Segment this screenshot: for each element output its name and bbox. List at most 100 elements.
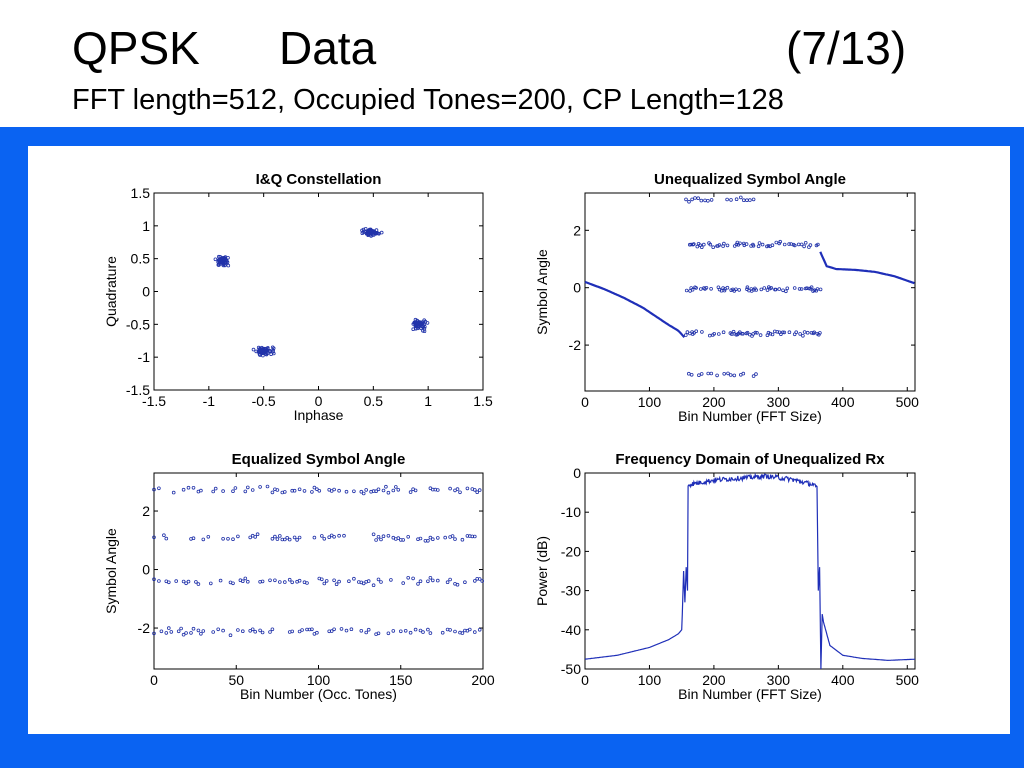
x-tick-label: -1.5: [142, 393, 166, 409]
symbol-point: [398, 629, 403, 634]
symbol-point: [305, 581, 309, 585]
symbol-point: [472, 630, 477, 634]
symbol-point: [189, 631, 193, 635]
symbol-point: [477, 627, 482, 632]
symbol-point: [186, 485, 191, 490]
symbol-point: [773, 287, 778, 292]
symbol-point: [426, 579, 430, 584]
symbol-point: [329, 629, 334, 633]
symbol-point: [802, 244, 806, 249]
plot-frame: [584, 192, 916, 392]
symbol-point: [430, 537, 435, 542]
symbol-point: [243, 489, 248, 494]
symbol-point: [697, 373, 701, 378]
symbol-point: [376, 487, 381, 492]
symbol-point: [798, 332, 802, 336]
y-tick-label: 0: [142, 284, 150, 300]
symbol-point: [213, 486, 218, 491]
x-tick-label: 0: [150, 672, 158, 688]
symbol-point: [253, 535, 258, 539]
y-tick-label: 0.5: [131, 251, 151, 267]
symbol-point: [756, 244, 761, 249]
symbol-point: [376, 631, 381, 636]
symbol-point: [287, 577, 292, 582]
plot-frame: [584, 472, 916, 670]
symbol-point: [443, 535, 448, 540]
symbol-point: [472, 488, 477, 492]
x-tick-label: 300: [767, 394, 791, 410]
symbol-point: [716, 332, 721, 336]
symbol-point: [721, 330, 726, 335]
y-tick-label: -0.5: [126, 316, 150, 332]
phase-curve-right: [819, 251, 915, 285]
iq-point: [264, 349, 269, 354]
x-tick-label: 300: [767, 672, 791, 688]
y-tick-label: 1.5: [131, 185, 151, 201]
symbol-point: [371, 532, 376, 537]
symbol-point: [201, 537, 206, 542]
symbol-point: [270, 490, 275, 495]
symbol-point: [725, 197, 729, 202]
y-tick-label: -40: [561, 622, 581, 638]
symbol-point: [751, 374, 756, 378]
iq-point: [223, 263, 227, 268]
plot-frame: [153, 192, 484, 391]
symbol-point: [759, 287, 764, 292]
symbol-point: [704, 286, 709, 290]
symbol-point: [699, 372, 704, 376]
symbol-point: [322, 581, 327, 586]
symbol-point: [312, 485, 317, 490]
iq-point: [425, 321, 430, 325]
symbol-point: [818, 331, 822, 335]
iq-point: [370, 231, 374, 235]
symbol-point: [458, 490, 462, 495]
symbol-point: [186, 579, 191, 584]
symbol-point: [297, 629, 302, 634]
symbol-point: [435, 536, 440, 540]
symbol-point: [781, 288, 785, 293]
symbol-point: [803, 241, 808, 245]
symbol-point: [802, 330, 807, 334]
symbol-point: [164, 631, 169, 635]
chart-iq: I&Q Constellation -1.5 -1 -0.5 0 0.5 1 1.5 -1.5 -…: [103, 171, 493, 423]
iq-point: [420, 320, 425, 324]
symbol-point: [686, 371, 691, 376]
symbol-point: [435, 488, 440, 492]
symbol-point: [808, 243, 813, 247]
symbol-point: [690, 197, 694, 202]
chart-title: I&Q Constellation: [256, 171, 382, 188]
symbol-point: [406, 575, 411, 580]
symbol-point: [339, 627, 344, 631]
symbol-point: [391, 488, 396, 493]
symbol-point: [221, 536, 225, 541]
symbol-point: [381, 488, 386, 493]
symbol-point: [282, 580, 287, 584]
symbol-point: [297, 535, 302, 540]
symbol-point: [465, 486, 470, 491]
iq-point: [217, 258, 222, 262]
symbol-point: [174, 579, 179, 583]
symbol-point: [191, 626, 196, 631]
symbol-point: [787, 242, 791, 246]
symbol-point: [152, 631, 156, 636]
x-tick-label: 1: [424, 393, 432, 409]
symbol-point: [428, 631, 433, 635]
symbol-point: [782, 330, 787, 335]
symbol-point: [152, 487, 156, 492]
x-tick-label: 0: [315, 393, 323, 409]
symbol-point: [216, 627, 221, 632]
symbol-point: [477, 488, 482, 492]
symbol-point: [366, 579, 371, 583]
symbol-point: [737, 288, 741, 292]
symbol-point: [332, 627, 336, 632]
symbol-point: [799, 242, 804, 247]
symbol-point: [799, 287, 804, 291]
symbol-point: [196, 582, 201, 586]
symbol-point: [689, 373, 694, 377]
iq-point: [417, 320, 421, 324]
symbol-point: [757, 241, 762, 245]
symbol-point: [480, 579, 485, 583]
y-tick-label: 0: [573, 280, 581, 296]
chart-title: Unequalized Symbol Angle: [654, 171, 846, 188]
symbol-point: [250, 627, 255, 632]
